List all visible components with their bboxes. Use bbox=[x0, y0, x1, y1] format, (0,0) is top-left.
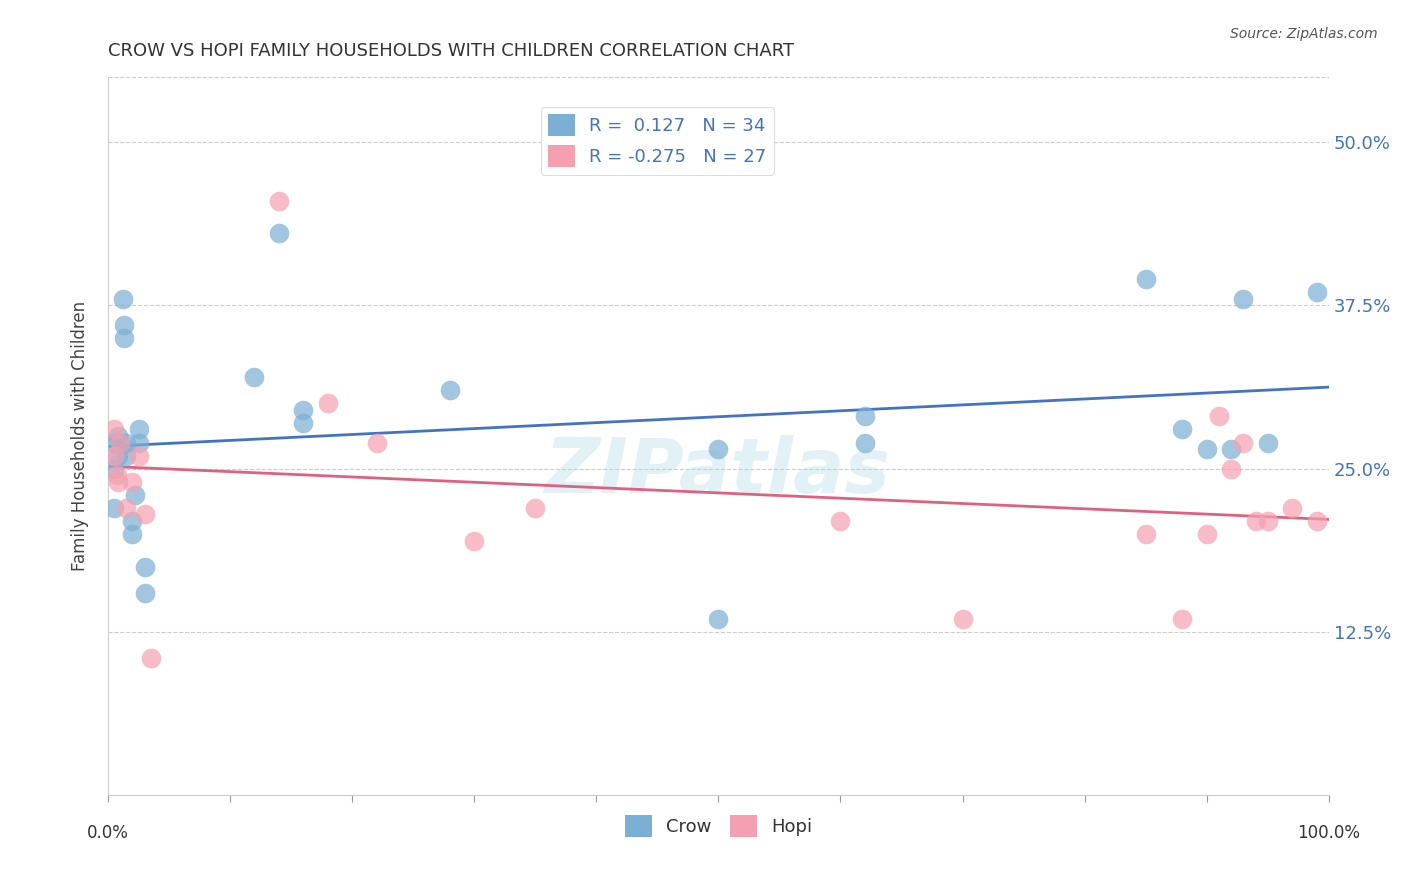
Point bbox=[134, 586, 156, 600]
Point bbox=[1220, 442, 1243, 456]
Point bbox=[1135, 272, 1157, 286]
Point bbox=[1305, 285, 1327, 300]
Y-axis label: Family Households with Children: Family Households with Children bbox=[72, 301, 89, 571]
Point bbox=[108, 435, 131, 450]
Point bbox=[830, 514, 852, 528]
Text: CROW VS HOPI FAMILY HOUSEHOLDS WITH CHILDREN CORRELATION CHART: CROW VS HOPI FAMILY HOUSEHOLDS WITH CHIL… bbox=[108, 42, 794, 60]
Point bbox=[103, 435, 125, 450]
Text: ZIPatlas: ZIPatlas bbox=[546, 435, 891, 509]
Point bbox=[128, 449, 150, 463]
Text: 0.0%: 0.0% bbox=[87, 824, 129, 842]
Point bbox=[707, 442, 730, 456]
Point bbox=[134, 559, 156, 574]
Point bbox=[316, 396, 339, 410]
Point bbox=[115, 435, 138, 450]
Point bbox=[112, 331, 135, 345]
Point bbox=[267, 194, 290, 208]
Point bbox=[107, 475, 129, 489]
Legend: Crow, Hopi: Crow, Hopi bbox=[617, 807, 820, 844]
Point bbox=[103, 422, 125, 436]
Point bbox=[524, 500, 547, 515]
Point bbox=[121, 527, 143, 541]
Point bbox=[1208, 409, 1230, 424]
Point bbox=[707, 612, 730, 626]
Point bbox=[103, 449, 125, 463]
Point bbox=[1257, 514, 1279, 528]
Point bbox=[112, 318, 135, 332]
Point bbox=[115, 500, 138, 515]
Point bbox=[1281, 500, 1303, 515]
Point bbox=[115, 449, 138, 463]
Point bbox=[121, 475, 143, 489]
Point bbox=[853, 409, 876, 424]
Point bbox=[1220, 461, 1243, 475]
Point bbox=[103, 500, 125, 515]
Point bbox=[366, 435, 388, 450]
Point bbox=[1244, 514, 1267, 528]
Point bbox=[1195, 442, 1218, 456]
Point bbox=[111, 292, 134, 306]
Point bbox=[243, 370, 266, 384]
Point bbox=[107, 449, 129, 463]
Point bbox=[439, 384, 461, 398]
Point bbox=[134, 508, 156, 522]
Point bbox=[1135, 527, 1157, 541]
Point bbox=[292, 416, 315, 430]
Point bbox=[128, 422, 150, 436]
Point bbox=[1195, 527, 1218, 541]
Point bbox=[1171, 422, 1194, 436]
Point bbox=[463, 533, 485, 548]
Point bbox=[108, 435, 131, 450]
Point bbox=[1305, 514, 1327, 528]
Point bbox=[1232, 435, 1254, 450]
Point bbox=[1232, 292, 1254, 306]
Point bbox=[1171, 612, 1194, 626]
Point bbox=[128, 435, 150, 450]
Point bbox=[107, 429, 129, 443]
Point bbox=[853, 435, 876, 450]
Point bbox=[952, 612, 974, 626]
Point bbox=[105, 468, 128, 483]
Point bbox=[124, 488, 146, 502]
Point bbox=[292, 402, 315, 417]
Point bbox=[103, 461, 125, 475]
Point bbox=[267, 227, 290, 241]
Point bbox=[121, 514, 143, 528]
Point bbox=[139, 651, 162, 665]
Text: 100.0%: 100.0% bbox=[1298, 824, 1360, 842]
Text: Source: ZipAtlas.com: Source: ZipAtlas.com bbox=[1230, 27, 1378, 41]
Point bbox=[1257, 435, 1279, 450]
